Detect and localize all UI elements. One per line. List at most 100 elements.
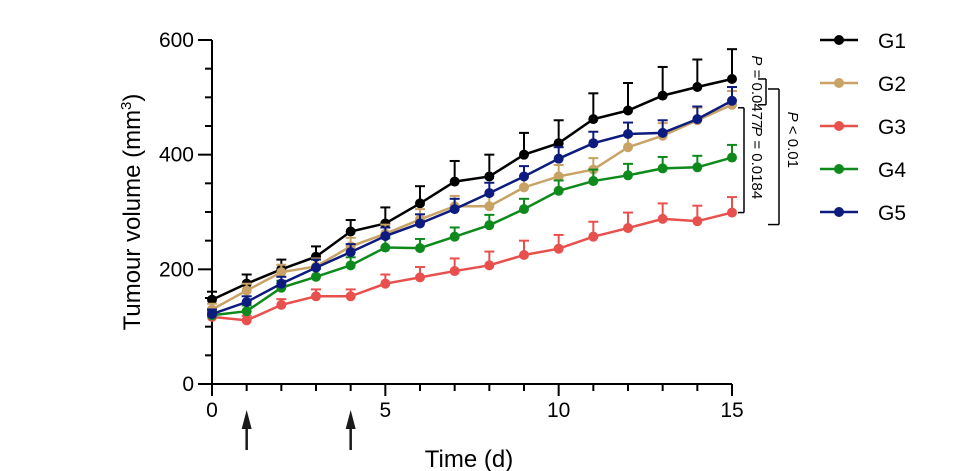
data-point (623, 170, 633, 181)
data-point (657, 90, 668, 101)
data-point (241, 297, 252, 308)
data-point (553, 153, 564, 164)
data-point (484, 220, 495, 231)
legend-swatch-marker (834, 121, 844, 131)
data-point (311, 271, 321, 282)
x-tick-label: 5 (379, 399, 391, 422)
data-point (380, 242, 391, 253)
data-point (484, 188, 495, 199)
legend-swatch-marker (834, 207, 844, 217)
data-point (380, 278, 391, 289)
data-point (345, 226, 356, 237)
y-tick-label: 200 (159, 258, 194, 281)
data-point (276, 299, 287, 310)
data-point (623, 142, 633, 153)
data-point (553, 171, 564, 182)
p-symbol: P (748, 55, 765, 65)
data-point (449, 176, 460, 187)
y-axis-title-superscript: 3 (118, 102, 135, 110)
data-point (692, 114, 703, 125)
p-value-label: P < 0.01 (784, 112, 801, 168)
data-point (623, 223, 633, 234)
treatment-arrow-icon (241, 410, 252, 450)
data-point (415, 198, 425, 209)
x-tick-label: 0 (206, 399, 218, 422)
series (207, 48, 737, 326)
series-G3 (207, 196, 737, 326)
legend-label: G2 (878, 73, 906, 96)
data-point (553, 185, 564, 196)
data-point (657, 163, 668, 174)
significance-bracket (738, 107, 745, 214)
data-point (415, 272, 425, 283)
series-line (211, 99, 733, 316)
series-line (211, 103, 733, 311)
data-point (345, 260, 356, 271)
legend-label: G3 (878, 116, 906, 139)
tick-labels: 0 200 400 600 0 5 10 15 (159, 29, 744, 422)
data-point (727, 95, 737, 106)
y-axis-title-main: Tumour volume (mm (119, 110, 146, 330)
data-point (415, 218, 425, 229)
legend-item-G2: G2 (820, 73, 906, 96)
data-point (484, 260, 495, 271)
data-point (380, 218, 391, 229)
series-line (211, 156, 733, 317)
data-point (727, 207, 737, 218)
data-point (657, 127, 668, 138)
data-point (519, 182, 529, 193)
legend-item-G1: G1 (820, 30, 906, 53)
y-axis-title-close: ) (119, 94, 146, 102)
x-tick-label: 15 (720, 399, 743, 422)
legend-swatch-marker (834, 35, 844, 45)
data-point (519, 204, 529, 215)
data-point (623, 105, 633, 116)
data-point (449, 204, 460, 215)
p-symbol: P (748, 126, 765, 136)
data-point (207, 309, 217, 320)
legend-item-G5: G5 (820, 202, 906, 225)
data-point (588, 114, 599, 125)
treatment-arrows (241, 410, 356, 450)
p-value-label: P = 0.0477 (748, 55, 765, 128)
legend: G1 G2 G3 G4 G5 (820, 30, 906, 225)
treatment-arrow-icon (345, 410, 356, 450)
data-point (588, 138, 599, 149)
data-point (692, 162, 703, 173)
significance-bracket (768, 88, 780, 226)
axes: 0 200 400 600 0 5 10 15 Time (d) Tumour volume … (118, 29, 744, 471)
data-point (380, 231, 391, 242)
p-value-text: = 0.0477 (748, 65, 765, 128)
data-point (449, 231, 460, 242)
series-G4 (207, 143, 737, 321)
data-point (727, 73, 737, 84)
p-value-text: < 0.01 (784, 122, 801, 168)
x-tick-label: 10 (547, 399, 570, 422)
data-point (519, 250, 529, 260)
data-point (692, 82, 703, 93)
series-G1 (207, 48, 737, 305)
ticks (198, 39, 733, 396)
legend-label: G1 (878, 30, 906, 53)
legend-swatch-marker (834, 164, 844, 174)
arrow-head (345, 410, 356, 429)
series-line (211, 211, 733, 322)
x-axis-title: Time (d) (425, 446, 513, 471)
data-point (588, 176, 599, 187)
data-point (311, 262, 321, 273)
y-axis-title: Tumour volume (mm3) (118, 94, 146, 331)
data-point (241, 285, 252, 296)
data-point (415, 243, 425, 254)
data-point (311, 291, 321, 302)
data-point (692, 216, 703, 227)
data-point (553, 243, 564, 254)
data-point (345, 291, 356, 302)
data-point (519, 149, 529, 160)
y-tick-label: 600 (159, 29, 194, 52)
legend-item-G3: G3 (820, 116, 906, 139)
data-point (276, 278, 287, 289)
data-point (345, 247, 356, 258)
p-value-label: P = 0.0184 (748, 126, 765, 199)
data-point (727, 152, 737, 163)
